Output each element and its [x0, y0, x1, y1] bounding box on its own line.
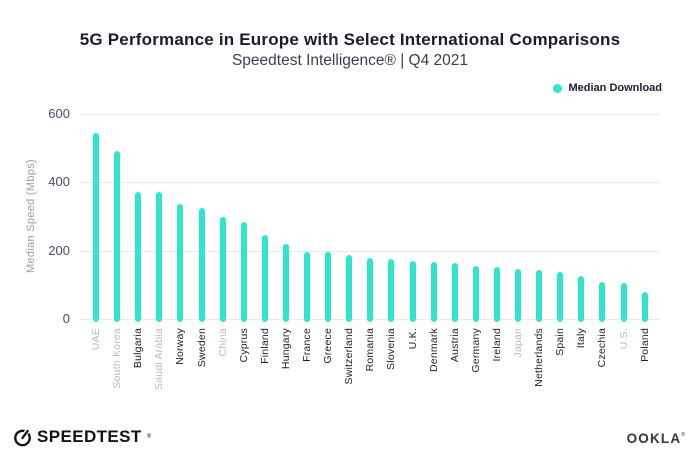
x-axis-label: Spain	[554, 328, 567, 356]
ookla-wordmark: OOKLA	[626, 431, 682, 446]
x-axis-label: France	[301, 328, 313, 362]
y-tick-label: 0	[62, 311, 70, 326]
x-axis-label: Romania	[364, 328, 377, 372]
bar	[451, 263, 458, 322]
bar	[346, 254, 353, 322]
x-axis-label: Denmark	[427, 328, 440, 372]
speedtest-wordmark: SPEEDTEST	[37, 427, 142, 446]
bar	[409, 261, 416, 322]
bar	[240, 221, 247, 322]
bar	[578, 276, 585, 322]
x-axis-label: Saudi Arabia	[153, 328, 166, 390]
bar	[557, 272, 564, 322]
bar	[472, 266, 479, 322]
speedtest-gauge-icon	[14, 428, 31, 446]
ookla-registered-mark: ®	[681, 432, 685, 438]
bar	[620, 283, 627, 322]
speedtest-logo: SPEEDTEST ®	[13, 427, 151, 447]
bar	[430, 262, 437, 322]
bar	[493, 267, 500, 322]
x-axis-label: Japan	[512, 328, 524, 358]
legend-label: Median Download	[568, 82, 663, 94]
bar	[156, 191, 163, 322]
bar	[282, 243, 289, 322]
y-tick-label: 400	[48, 174, 70, 190]
legend-swatch-icon	[552, 83, 562, 93]
ookla-logo: OOKLA ®	[627, 431, 685, 446]
bar	[641, 292, 648, 322]
bar	[114, 150, 121, 322]
x-axis-label: Bulgaria	[132, 328, 145, 369]
x-axis-label: Ireland	[490, 328, 503, 362]
x-axis-label: Hungary	[279, 328, 292, 370]
speedtest-registered-mark: ®	[146, 434, 152, 440]
x-axis-label: Norway	[174, 328, 187, 365]
bar	[388, 258, 395, 322]
x-axis-label: South Korea	[111, 328, 124, 389]
x-axis-label: Austria	[448, 328, 461, 363]
y-tick-label: 200	[48, 242, 70, 258]
bar	[367, 257, 374, 322]
bar	[599, 281, 606, 322]
gridline	[80, 250, 660, 252]
bar	[304, 252, 310, 322]
bar	[536, 270, 543, 322]
x-axis-label: Sweden	[195, 328, 208, 368]
x-axis-label: Italy	[575, 328, 588, 349]
x-axis-label: Cyprus	[237, 328, 250, 363]
bar	[261, 234, 268, 322]
x-axis-label: Switzerland	[343, 328, 356, 385]
x-axis-label: Finland	[258, 328, 271, 364]
bar	[93, 133, 99, 322]
x-axis-label: Slovenia	[385, 328, 398, 370]
x-axis-label: Poland	[638, 328, 651, 362]
gridline	[80, 114, 660, 115]
bar	[135, 191, 142, 322]
x-axis-label: Greece	[322, 328, 335, 364]
x-axis-label: Germany	[469, 328, 482, 373]
x-axis-label: China	[216, 328, 229, 357]
bar	[219, 217, 226, 322]
bar	[515, 269, 521, 322]
x-axis-label: Czechia	[596, 328, 609, 368]
bar	[177, 203, 184, 322]
bar	[198, 207, 205, 322]
x-axis-label: U.S.	[617, 328, 630, 350]
x-axis-label: U.K.	[406, 328, 419, 350]
gridline	[80, 182, 660, 184]
page-title: 5G Performance in Europe with Select Int…	[79, 30, 621, 49]
bar	[325, 252, 332, 322]
x-axis-label: Netherlands	[533, 328, 546, 387]
x-axis-label: UAE	[90, 328, 102, 351]
page-subtitle: Speedtest Intelligence® | Q4 2021	[231, 52, 469, 69]
y-tick-label: 600	[48, 106, 70, 121]
legend: Median Download	[552, 82, 663, 94]
